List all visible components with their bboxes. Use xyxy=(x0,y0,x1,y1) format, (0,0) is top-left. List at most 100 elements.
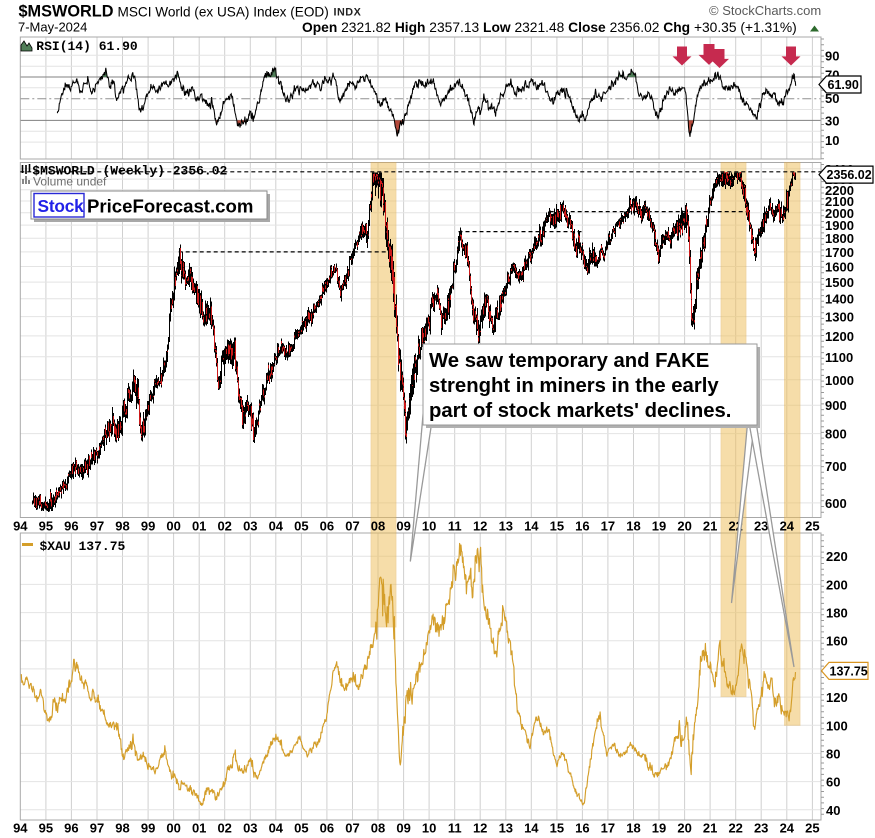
svg-text:97: 97 xyxy=(90,519,104,534)
svg-text:15: 15 xyxy=(550,519,564,534)
svg-text:00: 00 xyxy=(166,821,180,836)
svg-text:1400: 1400 xyxy=(825,292,854,307)
svg-text:23: 23 xyxy=(754,519,768,534)
svg-text:16: 16 xyxy=(575,821,589,836)
svg-text:700: 700 xyxy=(825,459,847,474)
svg-text:03: 03 xyxy=(243,519,257,534)
svg-text:10: 10 xyxy=(825,133,839,148)
svg-text:Stock: Stock xyxy=(38,196,85,216)
svg-text:100: 100 xyxy=(826,718,848,733)
svg-text:25: 25 xyxy=(805,519,819,534)
svg-text:10: 10 xyxy=(422,821,436,836)
svg-text:07: 07 xyxy=(345,519,359,534)
svg-text:2000: 2000 xyxy=(825,206,854,221)
svg-text:120: 120 xyxy=(826,690,848,705)
svg-text:24: 24 xyxy=(780,821,795,836)
svg-text:1600: 1600 xyxy=(825,260,854,275)
svg-text:94: 94 xyxy=(13,821,28,836)
svg-text:19: 19 xyxy=(652,519,666,534)
svg-text:24: 24 xyxy=(780,519,795,534)
svg-text:1500: 1500 xyxy=(825,275,854,290)
svg-text:1300: 1300 xyxy=(825,310,854,325)
svg-text:14: 14 xyxy=(524,519,539,534)
svg-text:137.75: 137.75 xyxy=(830,665,868,679)
svg-text:2200: 2200 xyxy=(825,183,854,198)
svg-text:11: 11 xyxy=(448,821,462,836)
svg-text:180: 180 xyxy=(826,606,848,621)
svg-text:08: 08 xyxy=(371,519,385,534)
svg-text:04: 04 xyxy=(269,519,284,534)
svg-text:$MSWORLD (Weekly) 2356.02: $MSWORLD (Weekly) 2356.02 xyxy=(32,164,227,179)
svg-text:1200: 1200 xyxy=(825,329,854,344)
svg-text:02: 02 xyxy=(217,821,231,836)
svg-text:Volume undef: Volume undef xyxy=(33,175,107,189)
svg-text:MSCI World (ex USA) Index (EOD: MSCI World (ex USA) Index (EOD) xyxy=(118,5,329,20)
svg-text:$MSWORLD: $MSWORLD xyxy=(19,3,114,21)
svg-text:16: 16 xyxy=(575,519,589,534)
svg-text:22: 22 xyxy=(728,821,742,836)
svg-text:2356.02: 2356.02 xyxy=(827,168,872,182)
svg-text:40: 40 xyxy=(826,803,840,818)
svg-text:14: 14 xyxy=(524,821,539,836)
svg-text:98: 98 xyxy=(115,519,129,534)
svg-text:20: 20 xyxy=(677,821,691,836)
svg-text:90: 90 xyxy=(825,48,839,63)
svg-text:96: 96 xyxy=(64,821,78,836)
svg-text:800: 800 xyxy=(825,427,847,442)
svg-text:09: 09 xyxy=(396,519,410,534)
svg-text:2100: 2100 xyxy=(825,194,854,209)
svg-text:08: 08 xyxy=(371,821,385,836)
svg-text:13: 13 xyxy=(499,519,513,534)
svg-text:95: 95 xyxy=(39,821,53,836)
svg-text:7-May-2024: 7-May-2024 xyxy=(18,20,87,35)
svg-text:1000: 1000 xyxy=(825,373,854,388)
svg-text:01: 01 xyxy=(192,821,206,836)
svg-text:13: 13 xyxy=(499,821,513,836)
svg-text:94: 94 xyxy=(13,519,28,534)
svg-text:30: 30 xyxy=(825,113,839,128)
svg-text:99: 99 xyxy=(141,821,155,836)
svg-text:07: 07 xyxy=(345,821,359,836)
svg-text:1100: 1100 xyxy=(825,350,853,365)
svg-text:50: 50 xyxy=(825,91,839,106)
svg-text:04: 04 xyxy=(269,821,284,836)
svg-text:1800: 1800 xyxy=(825,231,854,246)
svg-text:09: 09 xyxy=(396,821,410,836)
svg-text:23: 23 xyxy=(754,821,768,836)
svg-text:© StockCharts.com: © StockCharts.com xyxy=(709,3,821,18)
svg-text:12: 12 xyxy=(473,821,487,836)
svg-text:05: 05 xyxy=(294,821,308,836)
svg-text:RSI(14) 61.90: RSI(14) 61.90 xyxy=(36,39,138,54)
svg-text:12: 12 xyxy=(473,519,487,534)
svg-text:03: 03 xyxy=(243,821,257,836)
svg-text:17: 17 xyxy=(601,821,615,836)
svg-text:05: 05 xyxy=(294,519,308,534)
svg-text:$XAU 137.75: $XAU 137.75 xyxy=(40,539,126,554)
svg-text:97: 97 xyxy=(90,821,104,836)
svg-text:60: 60 xyxy=(826,775,840,790)
svg-text:19: 19 xyxy=(652,821,666,836)
svg-text:21: 21 xyxy=(703,821,717,836)
svg-text:200: 200 xyxy=(826,577,848,592)
svg-text:15: 15 xyxy=(550,821,564,836)
svg-text:20: 20 xyxy=(677,519,691,534)
svg-text:21: 21 xyxy=(703,519,717,534)
svg-text:61.90: 61.90 xyxy=(828,78,859,92)
svg-text:PriceForecast.com: PriceForecast.com xyxy=(87,196,253,217)
svg-text:02: 02 xyxy=(217,519,231,534)
svg-text:600: 600 xyxy=(825,496,847,511)
svg-text:strenght in miners in the earl: strenght in miners in the early xyxy=(429,375,719,397)
svg-text:96: 96 xyxy=(64,519,78,534)
svg-text:00: 00 xyxy=(166,519,180,534)
svg-text:900: 900 xyxy=(825,398,847,413)
svg-text:06: 06 xyxy=(320,519,334,534)
svg-text:INDX: INDX xyxy=(334,7,362,19)
svg-text:18: 18 xyxy=(626,519,640,534)
svg-text:18: 18 xyxy=(626,821,640,836)
svg-text:25: 25 xyxy=(805,821,819,836)
svg-text:We saw temporary and FAKE: We saw temporary and FAKE xyxy=(429,350,709,372)
svg-text:06: 06 xyxy=(320,821,334,836)
svg-text:01: 01 xyxy=(192,519,206,534)
svg-text:17: 17 xyxy=(601,519,615,534)
svg-text:1900: 1900 xyxy=(825,218,854,233)
